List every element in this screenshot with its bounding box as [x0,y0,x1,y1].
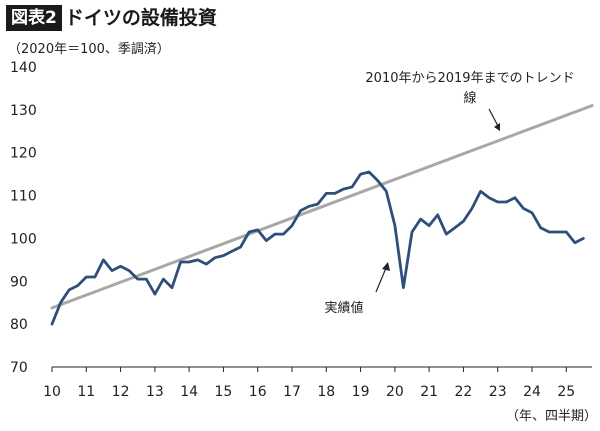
x-tick-label: 14 [180,384,198,400]
x-tick-label: 21 [420,384,438,400]
x-tick-label: 16 [249,384,267,400]
x-tick-label: 18 [317,384,335,400]
trend-annotation-arrow [488,108,500,131]
y-tick-label: 130 [10,103,37,119]
x-tick-label: 24 [523,384,541,400]
y-tick-label: 110 [10,189,37,205]
y-tick-label: 90 [10,274,28,290]
y-axis-ticks: 70 80 90 100 110 120 130 140 [10,60,37,376]
x-tick-label: 19 [352,384,370,400]
x-axis-unit-label: （年、四半期） [506,409,597,424]
y-tick-label: 140 [10,60,37,76]
x-tick-label: 15 [215,384,233,400]
x-tick-label: 11 [77,384,95,400]
x-tick-label: 13 [146,384,164,400]
chart-subtitle: （2020年＝100、季調済） [8,42,170,57]
chart-header: 図表2 ドイツの設備投資 [6,5,217,31]
series-trend-line [50,104,594,310]
x-tick-label: 10 [43,384,61,400]
figure-badge: 図表2 [6,5,62,31]
x-tick-label: 23 [489,384,507,400]
x-tick-label: 25 [557,384,575,400]
y-tick-label: 70 [10,360,28,376]
actual-annotation-arrow [375,262,390,293]
trend-annotation-line2: 線 [463,90,476,106]
x-tick-label: 17 [283,384,301,400]
actual-annotation: 実績値 [324,300,363,316]
y-tick-label: 80 [10,317,28,333]
x-tick-label: 12 [112,384,130,400]
chart-title: ドイツの設備投資 [64,7,217,29]
x-axis-ticks: 10 11 12 13 14 15 16 17 18 19 20 21 22 23 24 25 [43,367,575,400]
y-tick-label: 100 [10,231,37,247]
series-layer [50,104,594,326]
x-tick-label: 22 [455,384,473,400]
trend-annotation-line1: 2010年から2019年までのトレンド [365,71,574,86]
series-actual-line [50,170,585,326]
x-tick-label: 20 [386,384,404,400]
y-tick-label: 120 [10,146,37,162]
